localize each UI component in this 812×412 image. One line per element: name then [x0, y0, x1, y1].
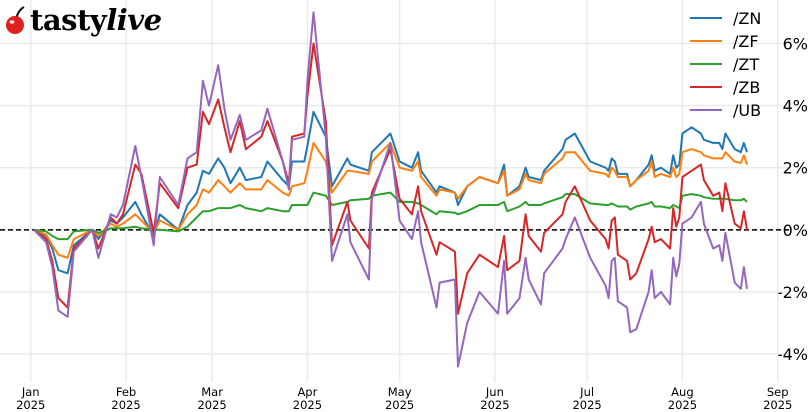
x-tick-year: 2025	[480, 398, 509, 412]
x-tick-month: Apr	[297, 385, 317, 399]
x-tick-year: 2025	[293, 398, 322, 412]
x-tick-month: Feb	[116, 385, 136, 399]
y-tick-label: 0%	[783, 221, 808, 240]
x-tick-month: Jun	[485, 385, 504, 399]
tastylive-logo: tastylive	[4, 2, 162, 38]
series-line-zt	[33, 191, 748, 241]
x-tick-year: 2025	[16, 398, 45, 412]
x-tick-year: 2025	[111, 398, 140, 412]
legend-label: /ZF	[733, 32, 759, 51]
x-tick-month: Aug	[671, 385, 693, 399]
x-tick-year: 2025	[197, 398, 226, 412]
x-tick-year: 2025	[385, 398, 414, 412]
x-tick-month: Sep	[767, 385, 789, 399]
legend-label: /ZT	[733, 55, 759, 74]
y-tick-label: 4%	[783, 97, 808, 116]
x-tick-month: May	[388, 385, 412, 399]
x-tick-year: 2025	[572, 398, 601, 412]
series-line-ub	[33, 11, 748, 368]
y-tick-label: 2%	[783, 159, 808, 178]
y-tick-label: -4%	[777, 345, 808, 364]
logo-text: tastylive	[30, 3, 162, 37]
x-tick-year: 2025	[763, 398, 792, 412]
series-line-zf	[33, 141, 748, 259]
y-tick-label: -2%	[777, 283, 808, 302]
legend-label: /ZN	[733, 9, 761, 28]
cherry-icon	[6, 6, 25, 34]
x-tick-month: Jan	[21, 385, 40, 399]
legend-label: /ZB	[733, 78, 760, 97]
x-tick-month: Mar	[201, 385, 223, 399]
y-tick-label: 6%	[783, 34, 808, 53]
legend-label: /UB	[733, 101, 761, 120]
x-tick-month: Jul	[579, 385, 594, 399]
series-line-zb	[33, 42, 748, 315]
x-tick-year: 2025	[668, 398, 697, 412]
